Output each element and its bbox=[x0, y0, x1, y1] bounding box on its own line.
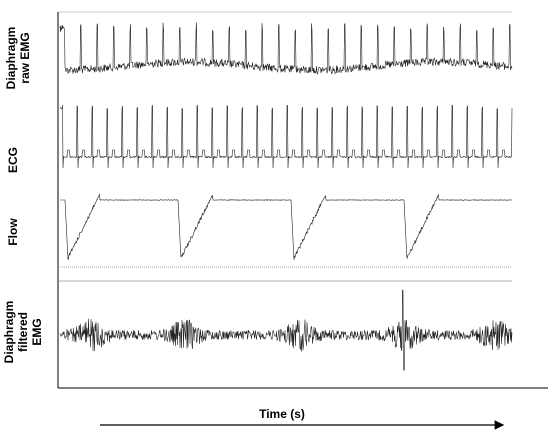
x-axis-label: Time (s) bbox=[259, 407, 305, 421]
signal-trace bbox=[59, 104, 513, 169]
signal-trace bbox=[59, 289, 513, 371]
signal-trace bbox=[60, 193, 513, 260]
traces bbox=[59, 22, 513, 371]
panel-label: Diaphragm bbox=[4, 27, 18, 90]
panel-label: filtered bbox=[16, 312, 30, 352]
panel-label: ECG bbox=[6, 147, 20, 173]
panel-label: EMG bbox=[30, 318, 44, 345]
signal-trace bbox=[59, 22, 513, 75]
panel-label: raw EMG bbox=[18, 32, 32, 83]
panel-label: Diaphragm bbox=[2, 301, 16, 364]
panel-label: Flow bbox=[6, 218, 20, 246]
